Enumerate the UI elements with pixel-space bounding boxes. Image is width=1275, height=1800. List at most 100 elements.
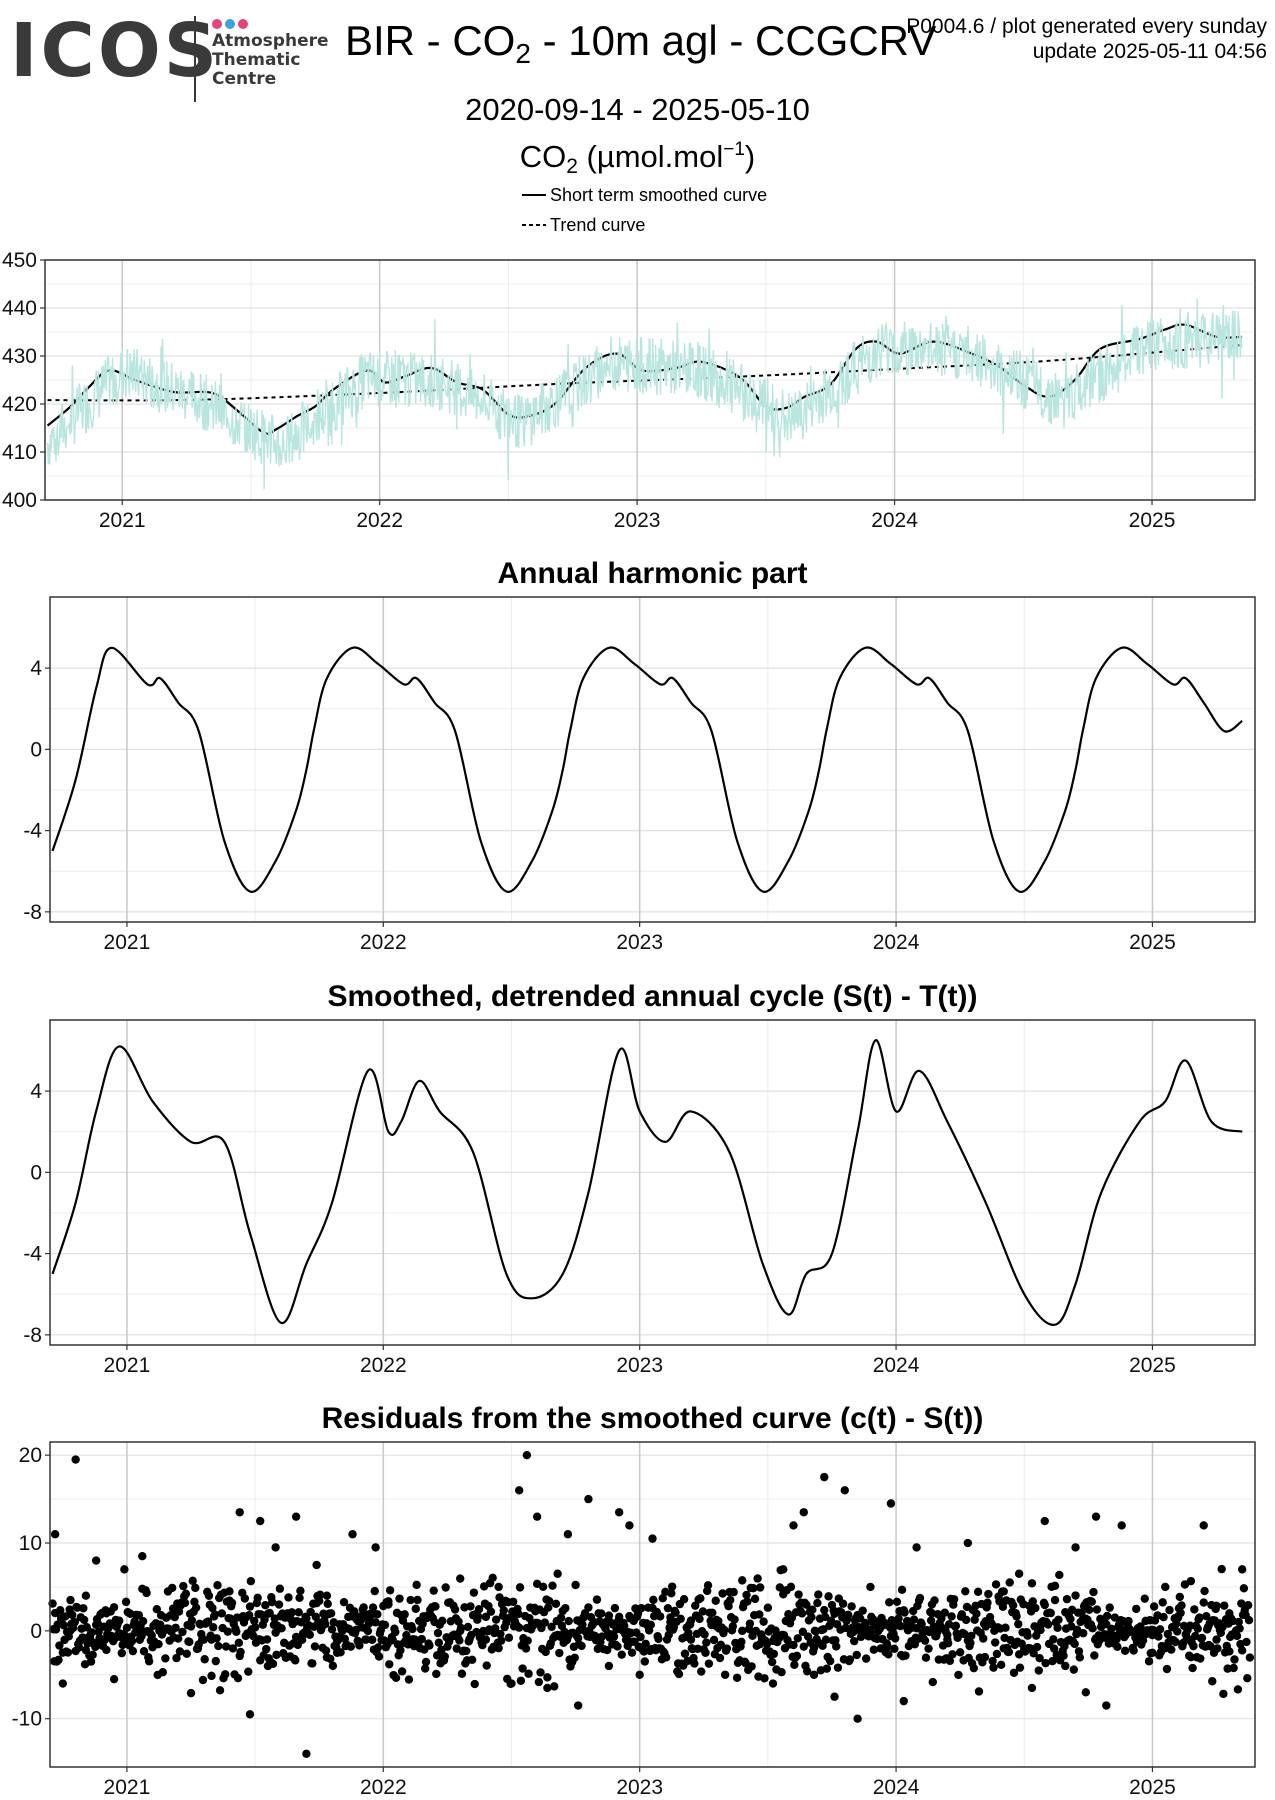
residual-point — [291, 1656, 300, 1665]
residual-point — [434, 1638, 444, 1647]
residual-point — [497, 1636, 506, 1645]
plot-title: BIR - CO2 - 10m agl - CCGCRV — [345, 20, 936, 68]
residual-point — [406, 1595, 415, 1605]
residual-point — [1244, 1616, 1254, 1625]
residual-point — [70, 1617, 79, 1627]
residual-point — [636, 1632, 645, 1642]
residual-point — [128, 1646, 138, 1656]
residual-point — [989, 1663, 998, 1672]
residual-point — [900, 1608, 909, 1617]
residual-point — [915, 1593, 925, 1603]
y-tick-label: 420 — [2, 393, 37, 416]
residual-point — [59, 1621, 68, 1630]
residual-point — [921, 1653, 931, 1662]
residual-point — [789, 1521, 798, 1530]
residual-point — [256, 1516, 265, 1526]
residual-point — [158, 1668, 168, 1677]
residual-point — [408, 1624, 417, 1634]
residual-point — [841, 1623, 850, 1633]
residual-point — [175, 1647, 185, 1656]
residual-point — [1001, 1623, 1010, 1632]
residual-point — [215, 1686, 225, 1695]
residual-point — [1159, 1612, 1168, 1622]
residual-point — [327, 1625, 337, 1634]
residual-point — [943, 1639, 953, 1648]
residual-point — [397, 1667, 407, 1676]
residual-point — [604, 1661, 614, 1671]
residual-point — [1197, 1633, 1207, 1643]
unit-subscript: 2 — [566, 155, 578, 178]
residual-point — [883, 1642, 892, 1651]
residual-point — [1090, 1651, 1099, 1660]
residual-point — [592, 1595, 602, 1604]
residual-point — [824, 1592, 833, 1601]
residual-point — [312, 1560, 321, 1570]
y-tick-label: -8 — [23, 901, 42, 924]
residual-point — [514, 1486, 524, 1495]
residual-point — [461, 1646, 471, 1656]
residual-point — [961, 1587, 970, 1596]
residual-point — [820, 1612, 830, 1622]
logo-subtitle: Atmosphere Thematic Centre — [212, 32, 329, 89]
residual-point — [541, 1647, 550, 1657]
residual-point — [684, 1628, 693, 1638]
residual-point — [813, 1598, 822, 1608]
residual-point — [715, 1653, 725, 1663]
residual-point — [373, 1610, 382, 1619]
residual-point — [1077, 1608, 1086, 1617]
residual-point — [508, 1597, 518, 1606]
residual-point — [425, 1641, 434, 1650]
residual-point — [858, 1606, 867, 1615]
residual-point — [1167, 1645, 1176, 1654]
residual-point — [866, 1582, 875, 1592]
residual-point — [412, 1580, 421, 1590]
residual-point — [181, 1589, 191, 1599]
y-tick-label: 450 — [2, 249, 37, 272]
residual-point — [1027, 1683, 1037, 1693]
residual-point — [752, 1641, 761, 1651]
residual-point — [1102, 1611, 1112, 1621]
residual-point — [820, 1472, 829, 1482]
residual-point — [284, 1593, 293, 1602]
x-tick-label: 2025 — [1129, 1354, 1176, 1377]
residual-point — [743, 1597, 752, 1606]
residual-point — [368, 1603, 378, 1612]
residual-point — [469, 1588, 479, 1597]
residual-point — [80, 1660, 90, 1669]
residual-point — [245, 1602, 255, 1611]
residual-point — [1124, 1616, 1133, 1626]
x-tick-label: 2025 — [1129, 1776, 1176, 1799]
residual-point — [543, 1683, 552, 1693]
residual-point — [186, 1688, 196, 1698]
residual-point — [305, 1630, 315, 1639]
legend-label-smoothed: Short term smoothed curve — [550, 185, 768, 205]
residual-point — [1049, 1635, 1058, 1644]
residual-point — [71, 1455, 80, 1464]
residual-point — [820, 1605, 829, 1615]
residual-point — [844, 1610, 853, 1620]
unit-prefix: CO — [519, 139, 567, 174]
residual-point — [220, 1588, 229, 1597]
residual-point — [400, 1610, 409, 1619]
residual-point — [178, 1627, 187, 1637]
residual-point — [886, 1499, 896, 1508]
residual-point — [603, 1645, 612, 1655]
y-tick-label: 0 — [30, 1620, 42, 1643]
residual-point — [267, 1597, 277, 1607]
residual-point — [1177, 1601, 1186, 1610]
residual-point — [1196, 1654, 1205, 1663]
residual-point — [179, 1581, 188, 1591]
residual-point — [658, 1594, 667, 1603]
residual-point — [661, 1653, 671, 1662]
y-tick-label: -10 — [12, 1708, 42, 1731]
residual-point — [917, 1619, 926, 1629]
residual-point — [738, 1576, 747, 1585]
residual-point — [702, 1638, 711, 1647]
residual-point — [240, 1594, 250, 1603]
residual-point — [1070, 1639, 1079, 1649]
residual-point — [821, 1635, 831, 1644]
residual-point — [1023, 1631, 1032, 1640]
residual-point — [720, 1670, 730, 1679]
legend-item-smoothed: Short term smoothed curve — [522, 180, 767, 210]
residual-point — [524, 1669, 533, 1678]
